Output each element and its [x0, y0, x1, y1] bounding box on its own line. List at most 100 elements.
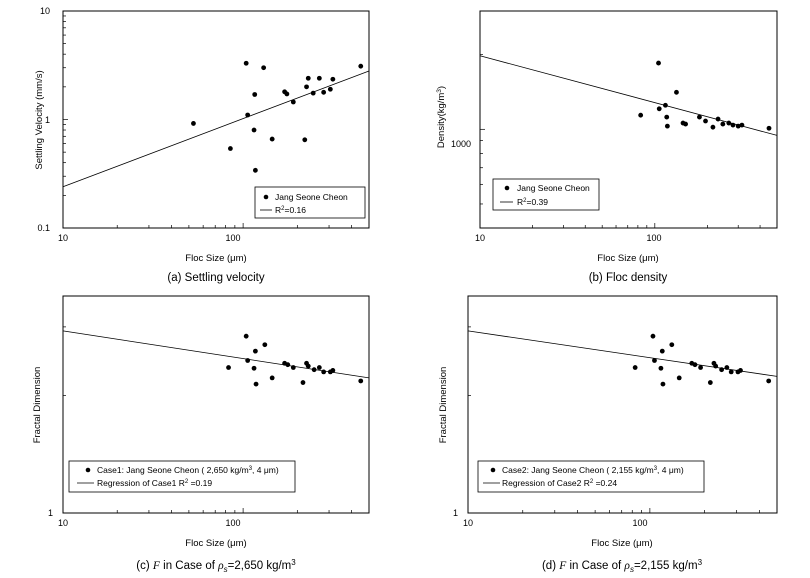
- x-tick-label: 100: [225, 233, 240, 243]
- data-point: [252, 167, 258, 173]
- data-point: [321, 89, 327, 95]
- data-point: [664, 114, 670, 120]
- regression-line: [62, 330, 370, 379]
- data-point: [330, 76, 336, 82]
- regression-line: [62, 70, 370, 188]
- y-tick-label: 1000: [451, 139, 471, 149]
- legend: Jang Seone Cheon R2=0.16: [254, 186, 366, 219]
- data-point: [703, 118, 708, 124]
- data-point: [656, 60, 661, 66]
- data-point: [720, 121, 726, 127]
- x-tick-label: 10: [463, 518, 473, 528]
- panel-caption: (b) Floc density: [589, 272, 668, 284]
- data-point: [330, 368, 336, 373]
- data-point: [243, 60, 249, 66]
- panel-a: 10 1 0.1 10 100 Floc Size (μm) Settling …: [34, 6, 370, 284]
- legend: Jang Seone Cheon R2=0.39: [492, 178, 600, 211]
- legend-entry-points: Jang Seone Cheon: [275, 192, 348, 202]
- data-point: [650, 333, 656, 339]
- data-point: [305, 75, 311, 81]
- x-axis-label: Floc Size (μm): [185, 253, 246, 264]
- data-point: [656, 106, 662, 112]
- legend-marker: [490, 467, 496, 473]
- data-points: [191, 60, 364, 173]
- data-point: [226, 365, 231, 370]
- data-point: [227, 146, 233, 151]
- data-point: [358, 378, 364, 384]
- legend-entry-line: Regression of Case1 R2 =0.19: [97, 478, 212, 488]
- data-point: [316, 75, 322, 81]
- panel-d: 1 10 100 Floc Size (μm) Fractal Dimensio…: [438, 295, 778, 574]
- tick-marks: [62, 326, 370, 514]
- data-point: [676, 375, 682, 381]
- plot-frame: [479, 10, 778, 229]
- data-point: [659, 348, 665, 354]
- x-axis-label: Floc Size (μm): [185, 538, 246, 549]
- data-point: [669, 342, 675, 348]
- legend: Case1: Jang Seone Cheon ( 2,650 kg/m3, 4…: [68, 460, 296, 493]
- y-tick-label: 0.1: [37, 223, 50, 233]
- data-point: [766, 125, 772, 131]
- tick-marks: [62, 10, 370, 229]
- data-point: [284, 91, 290, 97]
- data-point: [321, 369, 327, 375]
- data-point: [269, 375, 275, 381]
- legend-marker: [263, 194, 269, 200]
- legend: Case2: Jang Seone Cheon ( 2,155 kg/m3, 4…: [477, 460, 705, 493]
- legend-entry-line: R2=0.39: [517, 197, 548, 207]
- data-point: [285, 362, 291, 368]
- data-point: [316, 365, 322, 370]
- data-point: [698, 365, 703, 370]
- legend-marker: [504, 185, 510, 191]
- data-point: [253, 381, 259, 387]
- regression-line: [467, 330, 778, 377]
- data-point: [707, 380, 713, 385]
- x-tick-label: 10: [475, 233, 485, 243]
- data-point: [269, 136, 275, 142]
- data-point: [664, 123, 670, 129]
- data-point: [252, 92, 258, 97]
- data-point: [710, 124, 716, 130]
- data-points: [638, 60, 772, 131]
- data-point: [304, 84, 309, 90]
- data-point: [251, 127, 257, 133]
- x-axis-label: Floc Size (μm): [597, 253, 658, 264]
- y-axis-label: Fractal Dimension: [438, 367, 449, 444]
- data-points: [632, 333, 772, 387]
- tick-marks: [467, 326, 778, 514]
- data-point: [305, 363, 311, 369]
- tick-marks: [479, 10, 778, 229]
- x-tick-label: 100: [646, 233, 661, 243]
- data-point: [302, 137, 308, 143]
- y-tick-label: 1: [48, 508, 53, 518]
- legend-marker: [85, 467, 91, 473]
- x-tick-label: 10: [58, 233, 68, 243]
- panel-caption: (a) Settling velocity: [167, 272, 264, 284]
- data-point: [327, 86, 333, 92]
- data-point: [191, 121, 196, 126]
- data-point: [252, 348, 258, 354]
- y-tick-label: 1: [45, 115, 50, 125]
- data-point: [697, 114, 702, 120]
- y-axis-label: Settling Velocity (mm/s): [34, 70, 45, 169]
- y-axis-label: Fractal Dimension: [32, 367, 43, 444]
- legend-entry-line: Regression of Case2 R2 =0.24: [502, 478, 617, 488]
- data-point: [652, 358, 657, 363]
- data-point: [728, 369, 734, 375]
- x-tick-label: 10: [58, 518, 68, 528]
- legend-entry-points: Case1: Jang Seone Cheon ( 2,650 kg/m3, 4…: [97, 465, 279, 475]
- data-points: [226, 333, 364, 387]
- x-tick-label: 100: [632, 518, 647, 528]
- y-tick-label: 1: [453, 508, 458, 518]
- data-point: [683, 121, 688, 127]
- y-tick-label: 10: [40, 6, 50, 16]
- data-point: [632, 365, 638, 370]
- plot-frame: [467, 295, 778, 514]
- panel-c: 1 10 100 Floc Size (μm) Fractal Dimensio…: [32, 295, 370, 574]
- data-point: [290, 99, 296, 105]
- data-point: [738, 368, 743, 373]
- data-point: [638, 112, 644, 118]
- data-point: [358, 63, 364, 69]
- panel-b: 1000 10 100 Floc Size (μm) Density(kg/m3…: [436, 10, 778, 284]
